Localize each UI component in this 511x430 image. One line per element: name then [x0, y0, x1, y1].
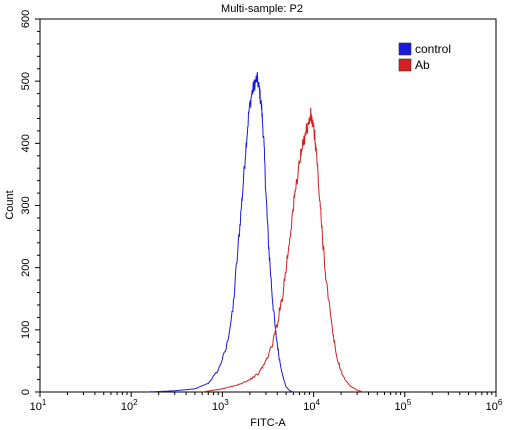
y-tick-label: 400	[20, 134, 32, 152]
y-tick-label: 500	[20, 72, 32, 90]
x-tick-label: 104	[303, 398, 320, 413]
x-tick-label: 102	[121, 398, 138, 413]
y-tick-label: 600	[20, 10, 32, 28]
x-tick-label: 105	[394, 398, 411, 413]
legend-label-control: control	[415, 42, 451, 56]
x-axis-title: FITC-A	[250, 417, 286, 429]
x-axis: 101 102 103 104 105 106	[30, 392, 503, 413]
x-tick-label: 103	[212, 398, 229, 413]
chart-title: Multi-sample: P2	[221, 3, 303, 15]
series-line-ab	[202, 107, 364, 393]
series-line-control	[147, 72, 294, 393]
y-tick-label: 200	[20, 258, 32, 276]
plot-frame	[39, 18, 497, 393]
legend-label-ab: Ab	[415, 58, 430, 72]
y-tick-label: 0	[20, 389, 32, 395]
y-axis-title: Count	[4, 190, 16, 219]
series-layer	[147, 72, 364, 393]
y-tick-label: 100	[20, 321, 32, 339]
y-tick-label: 300	[20, 196, 32, 214]
legend-swatch-ab	[398, 58, 412, 72]
legend: control Ab	[398, 42, 451, 72]
x-tick-label: 101	[30, 398, 47, 413]
x-tick-label: 106	[486, 398, 503, 413]
y-axis: 0 100 200 300 400 500 600	[20, 10, 40, 395]
legend-swatch-control	[398, 42, 412, 56]
